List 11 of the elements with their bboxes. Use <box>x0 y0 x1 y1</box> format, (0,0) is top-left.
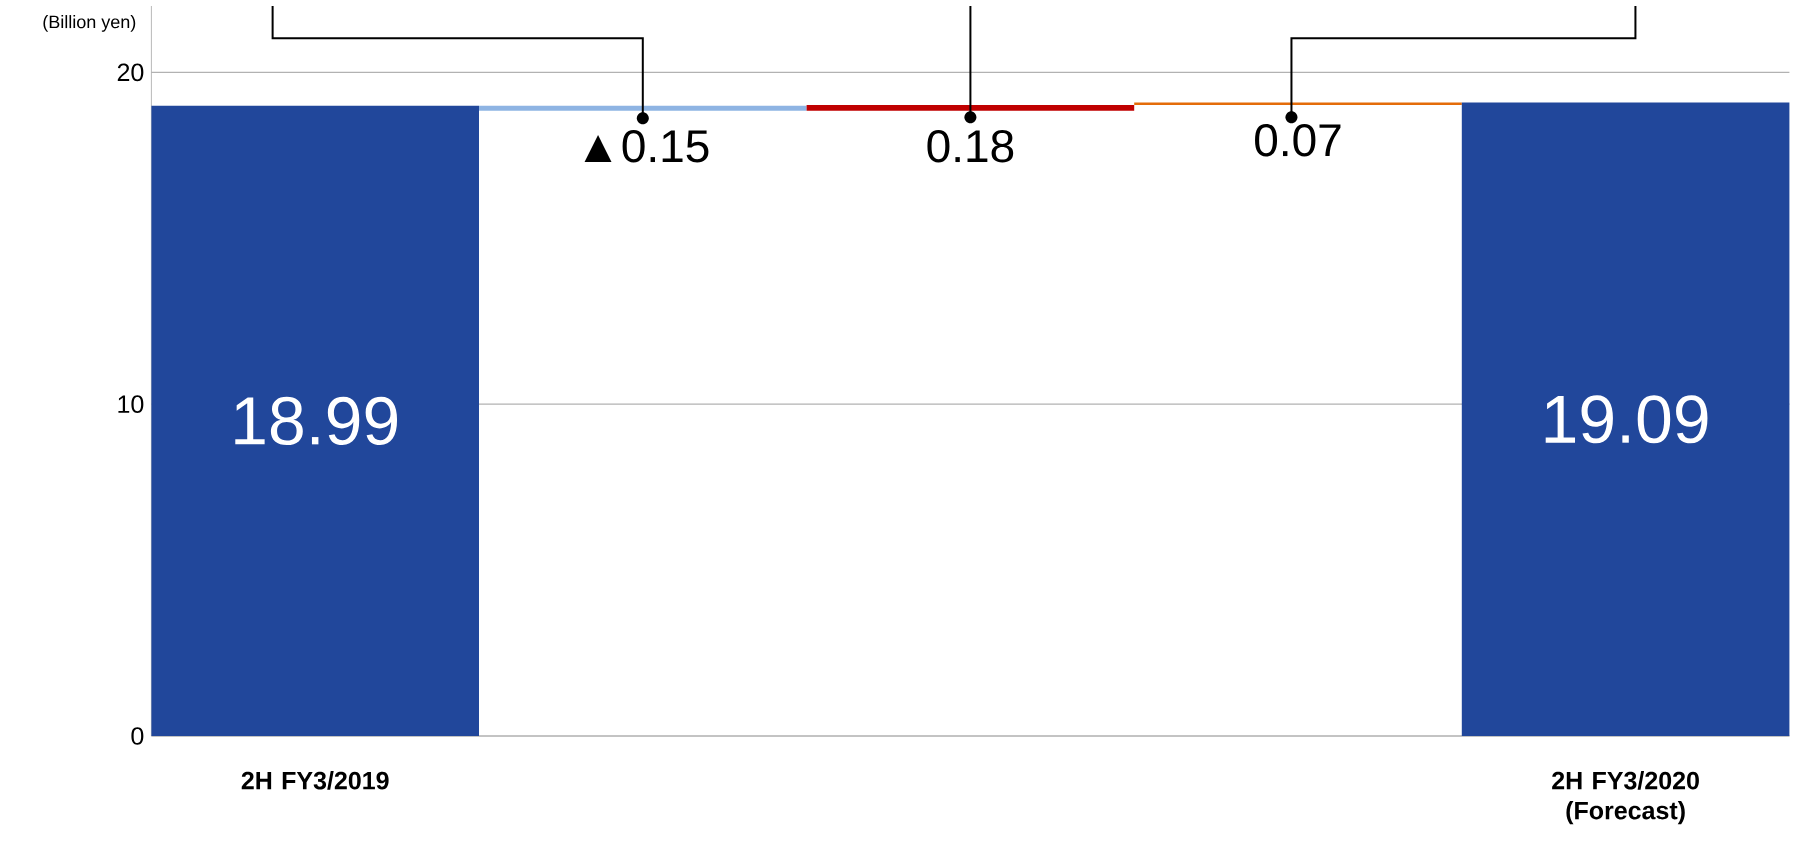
data-label: 0.18 <box>927 129 1014 163</box>
x-tick-label: 2H FY3/2019 <box>241 771 389 790</box>
y-tick-label: 20 <box>117 63 144 82</box>
data-label: ▲0.15 <box>584 129 709 163</box>
y-tick-label: 10 <box>118 395 144 414</box>
x-tick-label: 2H FY3/2020 (Forecast) <box>1552 771 1699 825</box>
y-tick-label: 0 <box>131 727 144 745</box>
data-label: 0.07 <box>1255 123 1341 157</box>
y-axis-title: (Billion yen) <box>43 15 136 32</box>
data-label: 19.09 <box>1545 395 1708 444</box>
data-label: 18.99 <box>235 396 398 446</box>
